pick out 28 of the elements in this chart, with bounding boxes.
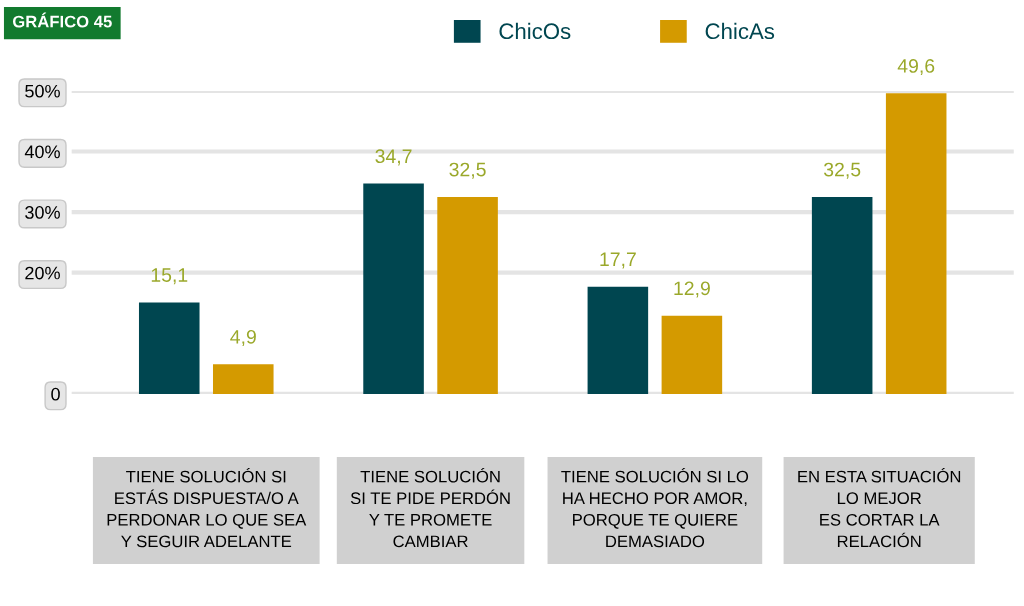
data-label: 34,7 xyxy=(375,149,412,166)
x-tick-label: TIENE SOLUCIÓN SI TE PIDE PERDÓN Y TE PROMETE CAMBIAR xyxy=(350,467,510,548)
legend-label: ChicOs xyxy=(499,22,571,40)
x-tick-label: TIENE SOLUCIÓN SI LO HA HECHO POR AMOR, PORQUE TE QUIERE DEMASIADO xyxy=(561,467,749,548)
x-tick-label: TIENE SOLUCIÓN SI ESTÁS DISPUESTA/O A PERDONAR LO QUE SEA Y SEGUIR ADELANTE xyxy=(107,467,307,548)
data-label: 32,5 xyxy=(823,162,861,179)
y-tick-label: 0 xyxy=(51,387,60,401)
y-tick-label: 40% xyxy=(24,145,60,159)
data-label: 4,9 xyxy=(230,329,256,346)
data-label: 15,1 xyxy=(151,268,188,285)
data-label: 17,7 xyxy=(600,252,636,269)
bar xyxy=(587,286,649,394)
y-tick-label: 20% xyxy=(25,266,60,280)
y-tick-label: 50% xyxy=(25,84,60,98)
bar xyxy=(661,315,723,394)
bar xyxy=(212,364,274,394)
y-tick-label: 30% xyxy=(25,206,60,219)
bar xyxy=(885,93,947,394)
legend-label: ChicAs xyxy=(705,22,775,40)
bar xyxy=(138,302,200,394)
chart-title: GRÁFICO 45 xyxy=(12,12,112,28)
data-label: 49,6 xyxy=(897,59,935,76)
bar xyxy=(437,196,498,394)
bar xyxy=(363,183,424,394)
x-tick-label: EN ESTA SITUACIÓN LO MEJOR ES CORTAR LA RELACIÓN xyxy=(798,467,961,548)
bar xyxy=(811,196,873,394)
data-label: 12,9 xyxy=(674,281,710,298)
data-label: 32,5 xyxy=(449,162,486,179)
